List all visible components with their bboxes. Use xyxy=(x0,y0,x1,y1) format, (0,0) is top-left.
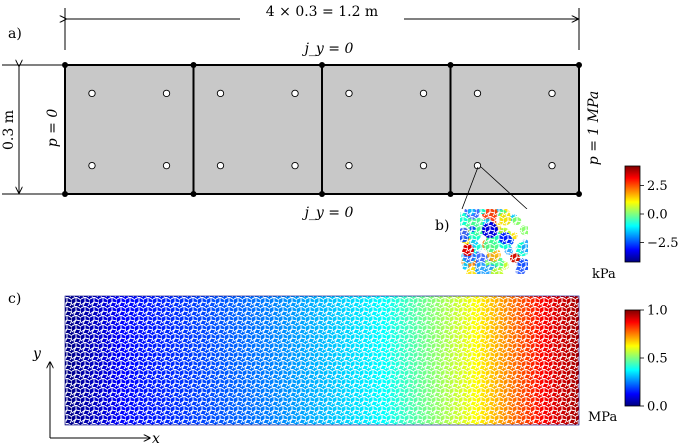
corner-node xyxy=(62,191,68,197)
micro-patch xyxy=(460,209,528,274)
integration-point xyxy=(162,89,171,98)
integration-point xyxy=(419,161,428,170)
colorbar-c-ticks: 1.0 0.5 0.0 xyxy=(640,304,668,415)
integration-point xyxy=(216,161,225,170)
colorbar-tick-label: 0.5 xyxy=(647,352,668,367)
integration-point xyxy=(345,161,353,170)
colorbar-b-ticks: 2.5 0.0 −2.5 xyxy=(640,179,679,251)
corner-node xyxy=(447,62,454,68)
integration-point xyxy=(162,161,171,170)
corner-node xyxy=(576,191,582,197)
integration-point xyxy=(419,89,428,98)
corner-node xyxy=(576,62,582,68)
integration-point xyxy=(548,89,556,98)
bottom-boundary-label: j_y = 0 xyxy=(302,205,354,221)
corner-node xyxy=(190,62,197,68)
colorbar-b-unit: kPa xyxy=(592,267,616,282)
left-boundary-label: p = 0 xyxy=(45,109,61,148)
rve-blocks xyxy=(62,62,582,197)
block-2 xyxy=(192,64,323,195)
block-4 xyxy=(449,64,580,195)
corner-node xyxy=(62,62,68,68)
panel-a-label: a) xyxy=(8,26,22,42)
top-boundary-label: j_y = 0 xyxy=(302,41,354,57)
integration-point xyxy=(345,89,353,98)
colorbar-tick-label: 0.0 xyxy=(647,208,668,223)
zoom-line-right xyxy=(480,166,528,210)
width-label-bg xyxy=(240,4,404,24)
integration-point xyxy=(216,89,225,98)
x-axis-label: x xyxy=(152,431,160,446)
pressure-field-border xyxy=(64,295,580,426)
colorbar-tick-label: 0.0 xyxy=(647,400,668,415)
width-dimension-label: 4 × 0.3 = 1.2 m xyxy=(266,4,378,20)
integration-point xyxy=(473,89,482,98)
colorbar-c-unit: MPa xyxy=(588,410,617,425)
corner-node xyxy=(447,191,454,197)
height-dimension-label: 0.3 m xyxy=(1,110,17,150)
colorbar-tick-label: 1.0 xyxy=(647,304,668,319)
integration-point xyxy=(291,89,299,98)
colorbar-c xyxy=(624,309,641,407)
corner-node xyxy=(190,191,197,197)
panel-b-label: b) xyxy=(435,218,449,234)
y-axis-label: y xyxy=(32,346,42,362)
block-3 xyxy=(321,64,452,195)
right-boundary-label: p = 1 MPa xyxy=(586,91,602,165)
corner-node xyxy=(319,62,325,68)
zoom-line-left xyxy=(461,166,479,210)
corner-node xyxy=(319,191,325,197)
colorbar-tick-label: −2.5 xyxy=(647,236,679,251)
integration-point xyxy=(88,89,96,98)
panel-c-label: c) xyxy=(8,291,21,307)
voronoi-mesh xyxy=(65,296,579,425)
integration-point xyxy=(88,161,96,170)
colorbar-tick-label: 2.5 xyxy=(647,179,668,194)
integration-point xyxy=(548,161,556,170)
integration-point xyxy=(291,161,299,170)
colorbar-b xyxy=(624,165,641,263)
block-1 xyxy=(64,64,195,195)
